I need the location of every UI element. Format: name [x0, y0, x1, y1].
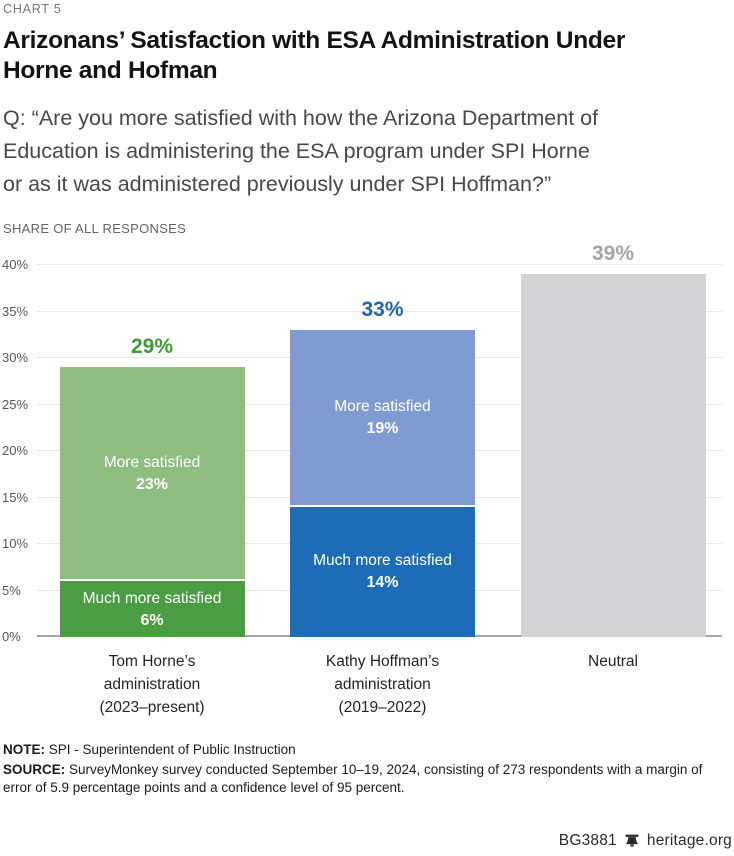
bar-total-label: 39% — [591, 242, 635, 266]
source-line: SOURCE: SurveyMonkey survey conducted Se… — [3, 761, 703, 798]
segment-label: Much more satisfied — [82, 589, 222, 607]
bar-segment: More satisfied 23% — [59, 367, 245, 582]
x-tick-label-line: Kathy Hoffman’s — [325, 653, 440, 670]
segment-value: 6% — [140, 611, 164, 629]
gridline — [37, 310, 722, 312]
footer: BG3881 heritage.org — [559, 832, 732, 850]
chart-kicker: CHART 5 — [3, 2, 62, 16]
page-title-line-1: Arizonans’ Satisfaction with ESA Adminis… — [3, 27, 626, 54]
gridline — [37, 264, 722, 265]
bar-segment: Much more satisfied 6% — [59, 581, 245, 637]
bar-segment — [520, 274, 706, 637]
footnotes: NOTE: SPI - Superintendent of Public Ins… — [3, 741, 703, 799]
y-tick-label: 20% — [2, 443, 29, 458]
survey-question-line-1: Q: “Are you more satisfied with how the … — [3, 106, 599, 130]
liberty-bell-icon — [625, 834, 639, 847]
bar-2: More satisfied 19% Much more satisfied 14% — [290, 330, 475, 637]
x-tick-label-line: Neutral — [588, 653, 638, 670]
axis-caption: SHARE OF ALL RESPONSES — [3, 221, 187, 236]
x-tick-label-line: (2023–present) — [99, 699, 205, 716]
y-tick-label: 35% — [2, 303, 29, 319]
bar-total-label: 29% — [130, 335, 174, 359]
source-text: SurveyMonkey survey conducted September … — [3, 761, 703, 796]
y-tick-label: 5% — [2, 582, 21, 598]
chart-plot: 0% 5% 10% 15% 20% 25% 30% 35% 40% More satisfied 2… — [0, 237, 734, 644]
note-text: SPI - Superintendent of Public Instructi… — [48, 742, 296, 757]
segment-value: 19% — [366, 419, 399, 437]
page-title: Arizonans’ Satisfaction with ESA Adminis… — [3, 26, 625, 86]
bar-segment: More satisfied 19% — [290, 330, 475, 507]
x-tick-label: Kathy Hoffman’s administration (2019–2022) — [268, 650, 498, 719]
source-label: SOURCE: — [3, 761, 66, 777]
report-id: BG3881 — [558, 832, 617, 849]
x-tick-label-line: administration — [334, 676, 431, 693]
survey-question-line-2: Education is administering the ESA progr… — [3, 139, 590, 163]
segment-label: More satisfied — [334, 397, 431, 415]
note-label: NOTE: — [3, 742, 45, 757]
x-tick-label-line: administration — [103, 676, 201, 693]
survey-question: Q: “Are you more satisfied with how the … — [3, 102, 598, 201]
segment-value: 23% — [135, 475, 169, 493]
bar-3 — [520, 274, 706, 637]
site-domain: heritage.org — [646, 832, 732, 849]
survey-question-line-3: or as it was administered previously und… — [3, 172, 552, 196]
y-tick-label: 30% — [2, 350, 29, 365]
y-tick-label: 15% — [2, 489, 29, 505]
x-tick-label: Tom Horne’s administration (2023–present) — [37, 650, 267, 719]
y-tick-label: 10% — [2, 536, 29, 551]
x-tick-label: Neutral — [498, 650, 728, 673]
bar-total-label: 33% — [361, 298, 404, 322]
x-tick-label-line: Tom Horne’s — [108, 653, 196, 670]
y-tick-label: 25% — [2, 396, 29, 412]
segment-label: More satisfied — [103, 453, 201, 471]
note-line: NOTE: SPI - Superintendent of Public Ins… — [3, 741, 703, 760]
bar-1: More satisfied 23% Much more satisfied 6% — [59, 367, 245, 637]
segment-value: 14% — [366, 574, 399, 592]
y-tick-label: 40% — [2, 257, 29, 272]
bar-segment: Much more satisfied 14% — [290, 506, 475, 637]
y-tick-label: 0% — [2, 629, 21, 644]
page-title-line-2: Horne and Hofman — [3, 57, 218, 84]
x-tick-label-line: (2019–2022) — [338, 699, 427, 716]
x-labels: Tom Horne’s administration (2023–present) K… — [0, 650, 734, 730]
segment-label: Much more satisfied — [313, 552, 452, 570]
